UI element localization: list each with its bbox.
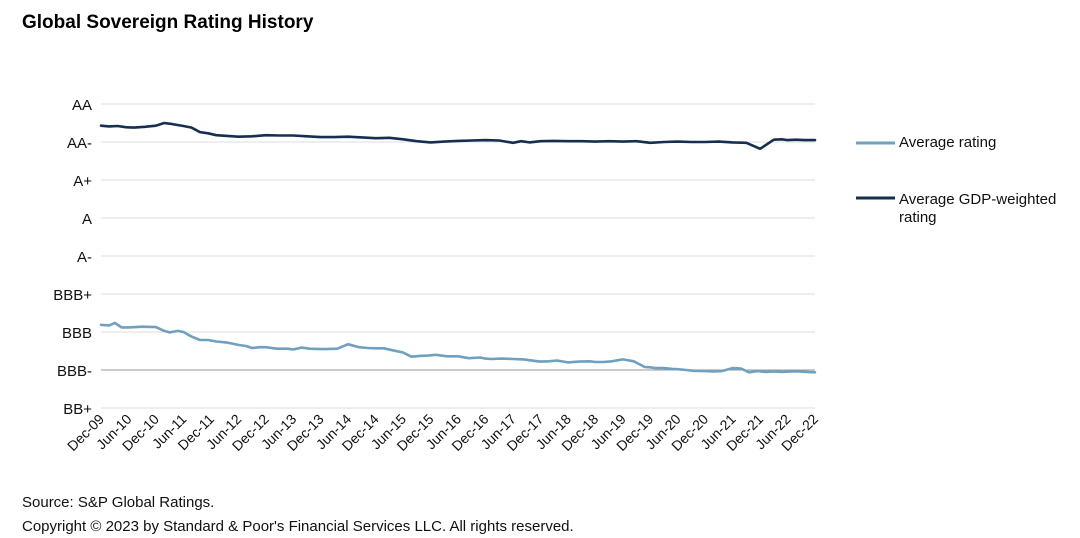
y-tick-label: A-	[77, 249, 92, 266]
y-tick-label: A	[82, 211, 92, 228]
y-axis-labels: BB+ BBB- BBB BBB+ A- A A+ AA- AA	[53, 97, 92, 418]
y-tick-label: BBB+	[53, 287, 92, 304]
grid-lines	[101, 103, 815, 409]
legend-label-average-rating: Average rating	[899, 134, 997, 151]
y-tick-label: AA-	[67, 135, 92, 152]
legend-label-gdp-weighted: Average GDP-weighted rating	[899, 191, 1057, 226]
copyright-note: Copyright © 2023 by Standard & Poor's Fi…	[22, 518, 574, 535]
legend	[856, 141, 895, 200]
x-axis: Dec-09Jun-10Dec-10Jun-11Dec-11Jun-12Dec-…	[64, 369, 821, 454]
series-line-1	[99, 121, 817, 151]
y-tick-label: AA	[72, 97, 92, 114]
series-lines	[99, 121, 817, 374]
source-note: Source: S&P Global Ratings.	[22, 494, 215, 511]
chart-title: Global Sovereign Rating History	[22, 12, 314, 33]
y-tick-label: BBB	[62, 325, 92, 342]
y-tick-label: BBB-	[57, 363, 92, 380]
y-tick-label: BB+	[63, 401, 92, 418]
y-tick-label: A+	[73, 173, 92, 190]
series-line-0	[99, 321, 817, 374]
